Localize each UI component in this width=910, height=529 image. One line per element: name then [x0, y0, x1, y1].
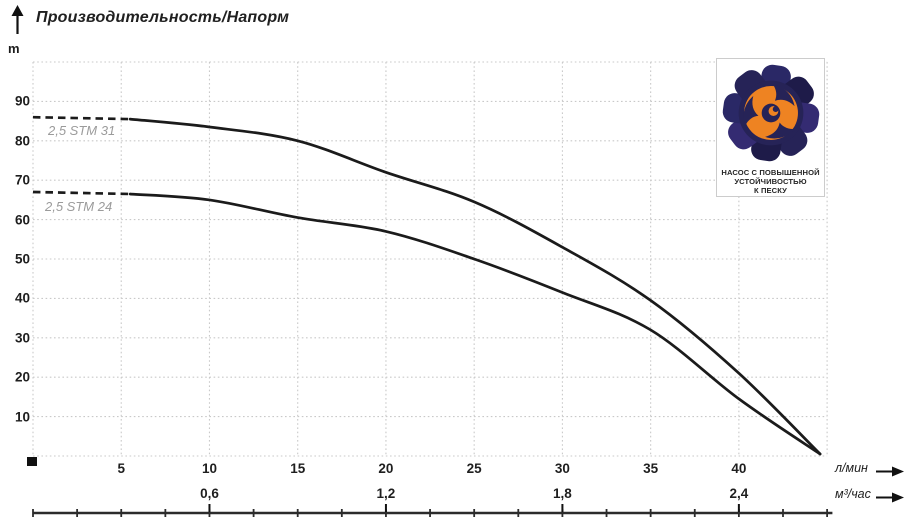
pump-impeller-logo-icon — [722, 64, 819, 162]
origin-marker — [27, 457, 37, 466]
arrow-right-icon — [876, 464, 904, 482]
up-arrow-icon — [11, 5, 24, 40]
badge-text-line2: УСТОЙЧИВОСТЬЮ — [734, 177, 807, 186]
series-dashed-lead-0 — [32, 115, 131, 121]
chart-title: Производительность/Напорм — [36, 9, 290, 26]
x-axis-unit-lmin: л/мин — [835, 461, 868, 475]
series-curve-1 — [128, 192, 822, 456]
series-curve-0 — [128, 117, 822, 456]
badge-text-line3: К ПЕСКУ — [754, 186, 787, 195]
badge-text: НАСОС С ПОВЫШЕННОЙ УСТОЙЧИВОСТЬЮ К ПЕСКУ — [717, 168, 824, 195]
grid-layer — [32, 61, 828, 457]
arrow-right-icon — [876, 490, 904, 508]
badge-text-line1: НАСОС С ПОВЫШЕННОЙ — [721, 168, 820, 177]
series-label-stm31: 2,5 STM 31 — [48, 123, 116, 138]
series-label-stm24: 2,5 STM 24 — [45, 199, 113, 214]
series-dashed-lead-1 — [32, 190, 131, 196]
x-axis-unit-m3h: м³/час — [835, 487, 871, 501]
sand-resistance-badge: НАСОС С ПОВЫШЕННОЙ УСТОЙЧИВОСТЬЮ К ПЕСКУ — [716, 58, 825, 197]
y-axis-unit-label: m — [8, 41, 20, 56]
